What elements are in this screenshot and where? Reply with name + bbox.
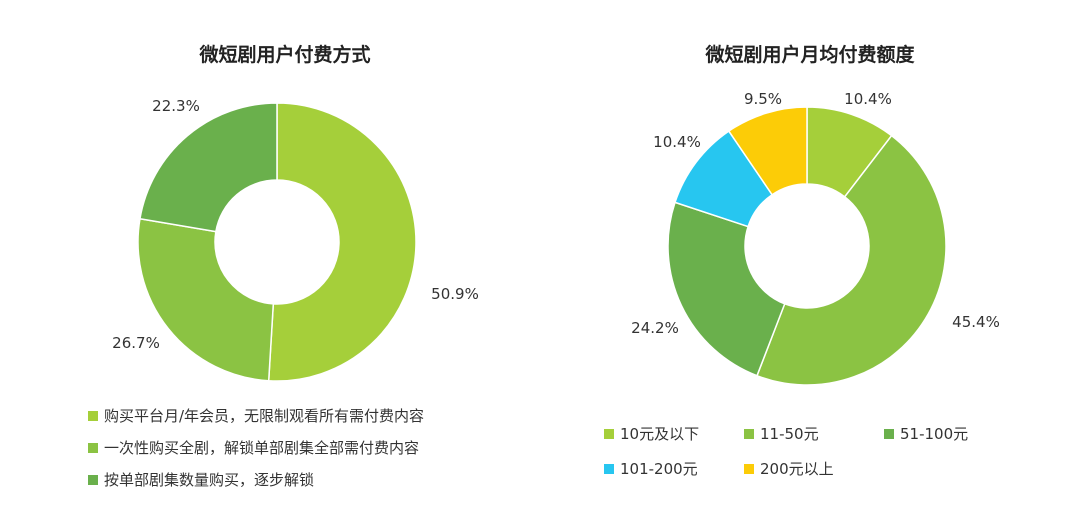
slice-percent-label: 10.4%	[653, 133, 701, 151]
legend-item-over-200: 200元以上	[744, 458, 834, 479]
legend-swatch	[884, 428, 894, 439]
slice-percent-label: 24.2%	[631, 319, 679, 337]
legend-item-101-200: 101-200元	[604, 458, 698, 479]
slice-percent-label: 45.4%	[952, 313, 1000, 331]
donut-slice	[267, 102, 417, 382]
legend-label: 101-200元	[620, 460, 698, 478]
legend-swatch	[744, 463, 754, 474]
legend-label: 购买平台月/年会员，无限制观看所有需付费内容	[104, 407, 425, 425]
donut-slice	[756, 134, 947, 386]
legend-swatch	[88, 474, 98, 485]
chart-title-payment-method: 微短剧用户付费方式	[199, 44, 371, 66]
slice-percent-label: 26.7%	[112, 334, 160, 352]
legend-item-11-50: 11-50元	[744, 423, 819, 444]
slice-percent-label: 50.9%	[431, 285, 479, 303]
legend-swatch	[604, 428, 614, 439]
legend-label: 200元以上	[760, 460, 834, 478]
legend-item-51-100: 51-100元	[884, 423, 968, 444]
legend-swatch	[88, 410, 98, 421]
donut-slice	[137, 217, 275, 382]
donut-slice	[727, 106, 808, 196]
legend-swatch	[604, 463, 614, 474]
legend-item-buy-full-series: 一次性购买全剧，解锁单部剧集全部需付费内容	[88, 437, 419, 458]
slice-percent-label: 22.3%	[152, 97, 200, 115]
legend-label: 10元及以下	[620, 425, 700, 443]
slice-percent-label: 10.4%	[844, 90, 892, 108]
legend-item-membership: 购买平台月/年会员，无限制观看所有需付费内容	[88, 405, 424, 426]
legend-item-per-episode: 按单部剧集数量购买，逐步解锁	[88, 469, 314, 490]
legend-label: 11-50元	[760, 425, 819, 443]
donut-slice	[139, 102, 278, 233]
donut-slice	[667, 201, 786, 377]
legend-label: 一次性购买全剧，解锁单部剧集全部需付费内容	[104, 439, 420, 457]
legend-item-10-or-less: 10元及以下	[604, 423, 699, 444]
legend-label: 按单部剧集数量购买，逐步解锁	[104, 471, 315, 489]
chart-title-monthly-amount: 微短剧用户月均付费额度	[705, 44, 915, 66]
slice-percent-label: 9.5%	[744, 90, 782, 108]
legend-swatch	[744, 428, 754, 439]
legend-label: 51-100元	[900, 425, 969, 443]
legend-swatch	[88, 442, 98, 453]
